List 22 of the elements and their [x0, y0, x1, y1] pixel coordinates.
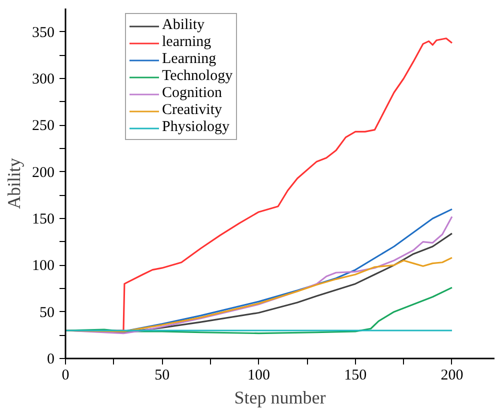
legend-label: Learning [162, 51, 216, 68]
y-tick-label: 250 [32, 118, 54, 134]
x-tick-label: 0 [62, 368, 70, 384]
legend-label: Cognition [162, 85, 222, 102]
legend-label: Ability [162, 17, 205, 34]
legend-label: Creativity [162, 102, 222, 119]
x-tick-label: 100 [247, 368, 270, 384]
y-axis-title: Ability [4, 158, 24, 209]
legend-label: learning [162, 34, 212, 51]
x-tick-label: 50 [154, 368, 170, 384]
legend-label: Physiology [162, 119, 230, 136]
y-tick-label: 300 [32, 72, 54, 88]
y-tick-label: 0 [47, 352, 54, 368]
legend-label: Technology [162, 68, 233, 85]
y-tick-label: 200 [32, 164, 54, 181]
y-tick-label: 150 [32, 212, 54, 228]
x-axis-title: Step number [234, 388, 326, 408]
x-tick-label: 150 [344, 368, 367, 384]
y-tick-label: 100 [32, 258, 54, 274]
y-tick-label: 50 [40, 304, 54, 321]
x-tick-label: 200 [440, 368, 464, 384]
y-tick-label: 350 [32, 24, 54, 41]
